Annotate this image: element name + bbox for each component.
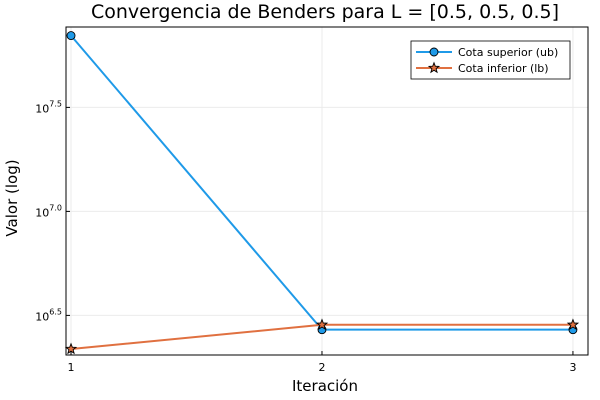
x-tick-label: 2	[318, 361, 325, 374]
grid-lines	[66, 27, 588, 355]
plot-frame	[65, 26, 589, 356]
series-2-point	[315, 318, 329, 331]
legend-marker-2	[427, 61, 441, 74]
legend: Cota superior (ub) Cota inferior (lb)	[410, 40, 571, 80]
x-axis-label: Iteración	[292, 377, 358, 395]
x-axis-ticks: 1 2 3	[68, 351, 576, 374]
y-tick-label: 106.5	[35, 307, 62, 323]
legend-label-1: Cota superior (ub)	[458, 46, 558, 59]
y-tick-label: 107.5	[35, 99, 62, 115]
series-1-point	[66, 31, 76, 41]
series-2-point	[566, 318, 580, 331]
y-axis-ticks: 106.5 107.0 107.5	[35, 99, 70, 323]
series-2-point	[64, 342, 78, 355]
x-tick-label: 3	[569, 361, 576, 374]
legend-marker-1	[429, 47, 439, 57]
y-axis-label: Valor (log)	[3, 159, 21, 236]
chart-title: Convergencia de Benders para L = [0.5, 0…	[91, 1, 559, 23]
y-tick-label: 107.0	[35, 203, 62, 219]
x-tick-label: 1	[68, 361, 75, 374]
legend-label-2: Cota inferior (lb)	[458, 62, 549, 75]
data-series	[64, 31, 580, 355]
